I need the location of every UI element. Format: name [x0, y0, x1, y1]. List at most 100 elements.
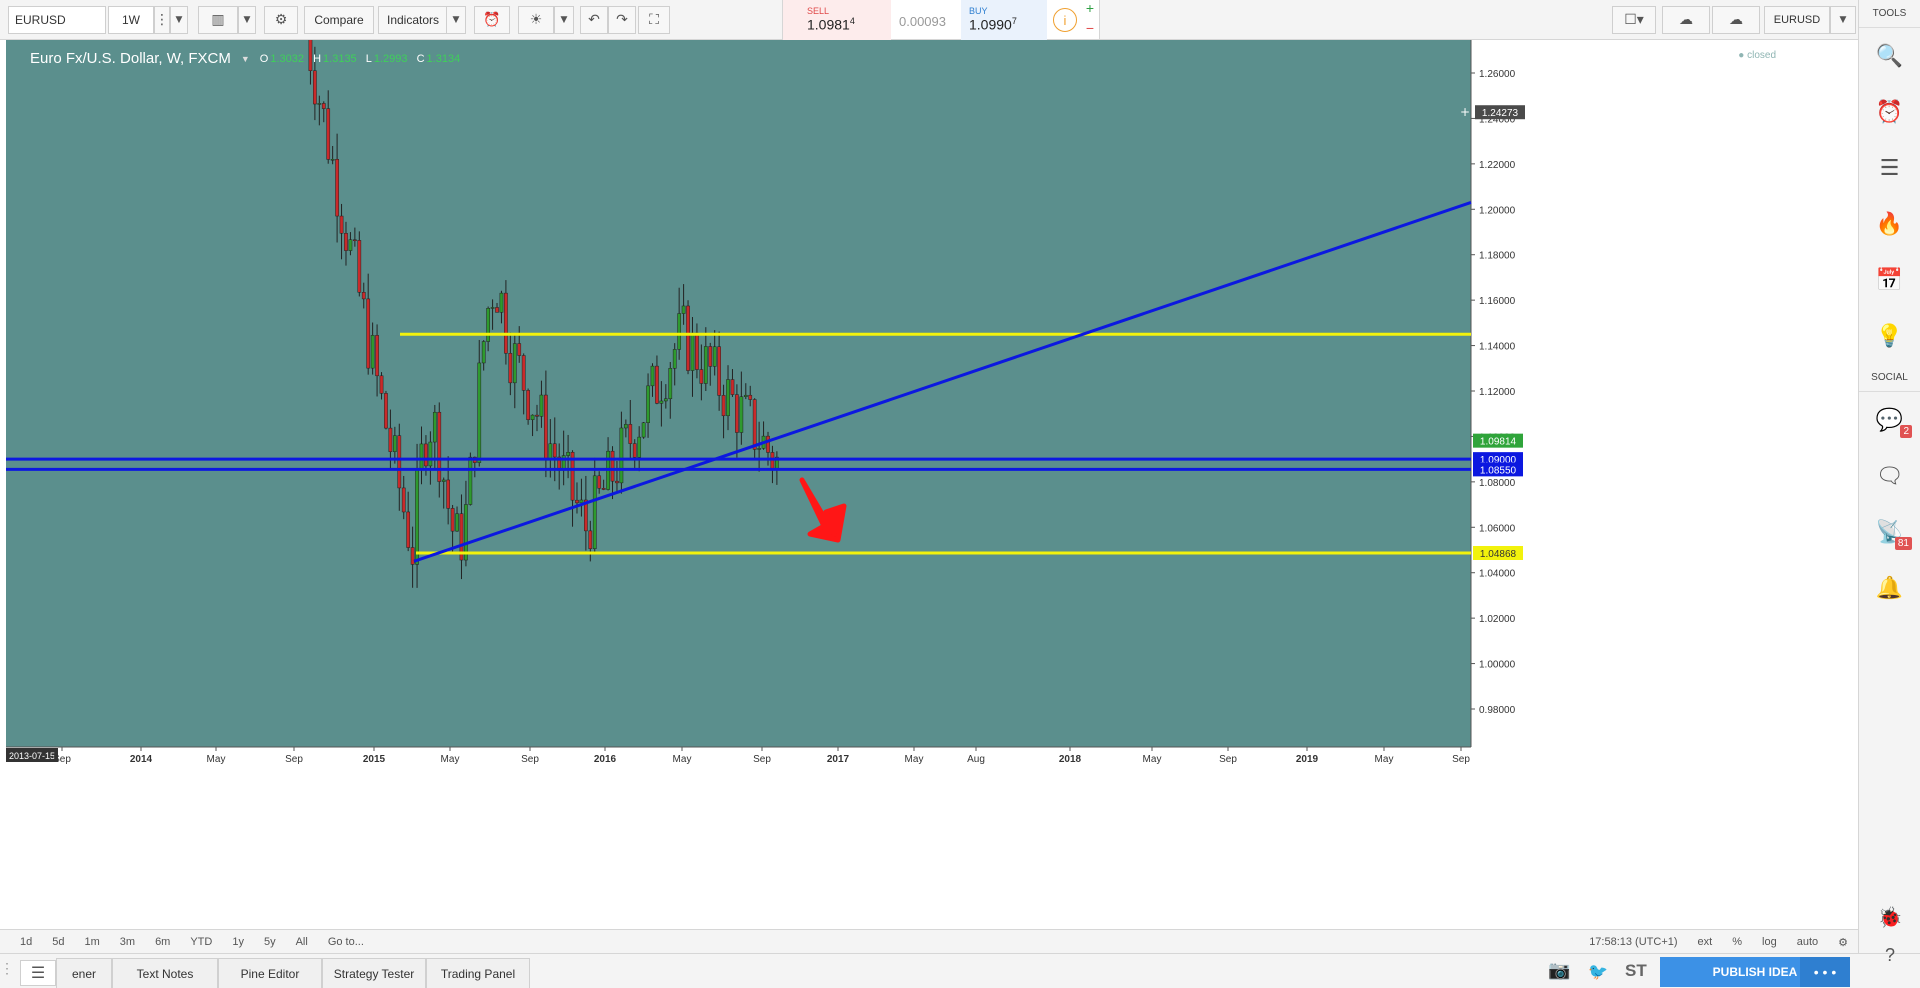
candle-down — [406, 511, 411, 548]
candle-down — [584, 499, 588, 532]
time-tick-label: 2018 — [1059, 754, 1082, 765]
drag-handle-icon[interactable]: ⋮ — [0, 960, 14, 976]
alarm-clock-icon[interactable]: ⏰ — [1875, 99, 1904, 125]
tab-strategy-tester[interactable]: Strategy Tester — [322, 958, 426, 988]
info-icon[interactable]: i — [1053, 8, 1077, 32]
timeframe-1m[interactable]: 1m — [84, 935, 100, 948]
symbol-title[interactable]: Euro Fx/U.S. Dollar, W, FXCM — [30, 50, 231, 67]
settings-gear-icon[interactable]: ⚙ — [264, 6, 298, 34]
template-bulb-icon[interactable]: ☀ — [518, 6, 554, 34]
timeframe-1y[interactable]: 1y — [232, 935, 244, 948]
price-tick-label: 0.98000 — [1479, 705, 1516, 716]
stocktwits-icon[interactable]: ST — [1625, 961, 1647, 980]
buy-button[interactable]: BUY 1.09907 — [961, 0, 1047, 40]
candle-up — [703, 346, 708, 384]
percent-scale-toggle[interactable]: % — [1732, 936, 1743, 948]
fullscreen-icon[interactable]: ⛶ — [638, 6, 670, 34]
candle-down — [535, 414, 539, 417]
chart-pane[interactable]: 1.26000 1.24000 1.22000 1.20000 1.18000 1.160… — [6, 40, 1858, 929]
timeframe-all[interactable]: All — [295, 935, 308, 948]
candle-up — [348, 239, 353, 251]
timeframe-goto[interactable]: Go to... — [327, 935, 364, 948]
interval-select[interactable]: 1W — [108, 6, 154, 34]
candles — [308, 40, 779, 588]
candle-up — [468, 456, 473, 505]
calendar-icon[interactable]: 📅 — [1875, 267, 1904, 293]
increase-qty-button[interactable]: + — [1085, 0, 1095, 16]
decrease-qty-button[interactable]: − — [1085, 20, 1095, 36]
timeframe-6m[interactable]: 6m — [155, 935, 171, 948]
candle-down — [721, 395, 726, 417]
time-tick-label: 2014 — [130, 754, 153, 765]
ideas-bulb-icon[interactable]: 💡 — [1875, 323, 1904, 349]
candle-down — [521, 355, 526, 391]
interval-dropdown-icon[interactable]: ▼ — [170, 6, 188, 34]
search-icon[interactable]: 🔍 — [1875, 43, 1904, 69]
help-icon[interactable]: ? — [1884, 945, 1895, 965]
candle-down — [379, 375, 384, 394]
time-axis[interactable] — [6, 747, 1858, 929]
load-cloud-icon[interactable]: ☁ — [1662, 6, 1710, 34]
candle-down — [375, 335, 379, 377]
spread-value: 0.00093 — [899, 14, 946, 29]
symbol-search-input[interactable]: EURUSD — [8, 6, 106, 34]
candle-up — [477, 362, 482, 463]
tab-stock-screener[interactable]: ener — [56, 958, 112, 988]
interval-menu-icon[interactable]: ⋮ — [154, 6, 170, 34]
candle-down — [504, 292, 508, 354]
compare-button[interactable]: Compare — [304, 6, 374, 34]
undo-icon[interactable]: ↶ — [580, 6, 608, 34]
price-axis[interactable] — [1471, 40, 1858, 747]
candle-down — [766, 435, 770, 453]
crosshair-plus-icon[interactable]: + — [1460, 105, 1470, 119]
scale-settings-icon[interactable]: ⚙ — [1838, 935, 1848, 949]
chat-icon[interactable]: 💬 2 — [1859, 392, 1920, 448]
more-options-button[interactable]: • • • — [1800, 957, 1850, 987]
redo-icon[interactable]: ↷ — [608, 6, 636, 34]
hamburger-menu-icon[interactable]: ☰ — [20, 960, 56, 986]
timeframe-ytd[interactable]: YTD — [190, 935, 213, 948]
chart-style-dropdown-icon[interactable]: ▼ — [238, 6, 256, 34]
ext-toggle[interactable]: ext — [1697, 936, 1713, 948]
time-tick-label: Sep — [753, 754, 771, 765]
time-tick-label: May — [441, 754, 460, 765]
timeframe-5y[interactable]: 5y — [263, 935, 276, 948]
trendline[interactable] — [413, 201, 1472, 563]
hotlist-flame-icon[interactable]: 🔥 — [1875, 211, 1904, 237]
sell-label: SELL — [807, 6, 830, 16]
price-label-yellow: 1.04868 — [1480, 549, 1517, 560]
layout-select-icon[interactable]: ☐▾ — [1612, 6, 1656, 34]
save-cloud-icon[interactable]: ☁ — [1712, 6, 1760, 34]
candle-up — [330, 159, 335, 161]
candle-down — [335, 159, 339, 217]
layout-dropdown-icon[interactable]: ▼ — [1830, 6, 1856, 34]
time-tick-label: Sep — [285, 754, 303, 765]
watchlist-icon[interactable]: ☰ — [1879, 155, 1900, 181]
sell-arrow[interactable] — [799, 477, 847, 543]
snapshot-camera-icon[interactable]: 📷 — [1548, 960, 1571, 981]
debug-bug-icon[interactable]: 🐞 — [1877, 905, 1903, 929]
auto-scale-toggle[interactable]: auto — [1796, 936, 1819, 948]
tab-text-notes[interactable]: Text Notes — [112, 958, 218, 988]
timeframe-1d[interactable]: 1d — [20, 935, 33, 948]
timeframe-3m[interactable]: 3m — [119, 935, 136, 948]
sell-button[interactable]: SELL 1.09814 — [783, 0, 891, 40]
log-scale-toggle[interactable]: log — [1762, 936, 1777, 948]
title-dropdown-icon[interactable]: ▼ — [240, 53, 250, 64]
template-dropdown-icon[interactable]: ▼ — [554, 6, 574, 34]
timeframe-5d[interactable]: 5d — [52, 935, 65, 948]
candle-up — [370, 335, 375, 369]
chart-style-candles-icon[interactable]: ▥ — [198, 6, 238, 34]
tab-pine-editor[interactable]: Pine Editor — [218, 958, 322, 988]
tab-trading-panel[interactable]: Trading Panel — [426, 958, 530, 988]
candle-up — [579, 499, 584, 504]
candle-down — [588, 530, 593, 549]
alert-clock-icon[interactable]: ⏰ — [474, 6, 510, 34]
streams-icon[interactable]: 📡 81 — [1859, 504, 1920, 560]
notifications-bell-icon[interactable]: 🔔 — [1875, 575, 1904, 601]
private-chat-icon[interactable]: 🗨 — [1875, 463, 1904, 489]
indicators-dropdown-icon[interactable]: ▼ — [446, 6, 466, 34]
price-chart[interactable]: 1.26000 1.24000 1.22000 1.20000 1.18000 1.160… — [6, 40, 1858, 929]
twitter-icon[interactable]: 🐦 — [1588, 962, 1608, 981]
candle-up — [464, 504, 468, 561]
